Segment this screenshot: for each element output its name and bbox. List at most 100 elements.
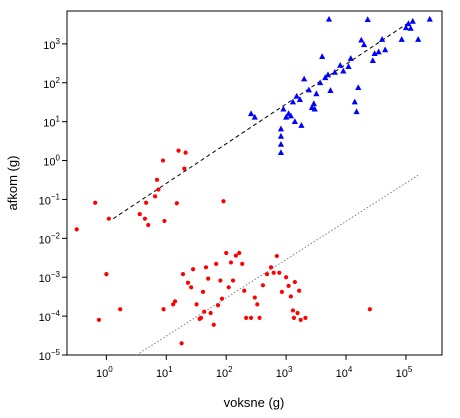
data-point-circle <box>172 299 178 304</box>
data-point-circle <box>297 288 302 293</box>
data-point-triangle <box>291 118 298 125</box>
data-point-circle <box>137 211 142 217</box>
data-point-circle <box>221 199 226 204</box>
data-point-triangle <box>310 100 317 107</box>
data-point-circle <box>214 261 219 266</box>
data-point-circle <box>230 278 236 283</box>
data-point-triangle <box>247 110 255 117</box>
data-point-triangle <box>277 125 285 132</box>
data-point-circle <box>303 315 308 320</box>
data-point-triangle <box>283 113 290 120</box>
data-point-triangle <box>289 98 297 105</box>
data-point-circle <box>174 201 179 206</box>
y-tick-exponent: −1 <box>51 192 61 201</box>
y-tick-exponent: −3 <box>51 270 61 279</box>
trendlines <box>112 20 419 356</box>
data-point-circle <box>183 150 188 155</box>
data-point-circle <box>143 200 149 205</box>
y-tick-label: 100 <box>43 154 60 169</box>
data-point-circle <box>277 270 282 275</box>
data-point-circle <box>288 294 293 299</box>
data-point-circle <box>182 166 187 171</box>
data-point-triangle <box>251 113 258 120</box>
data-point-circle <box>74 227 79 232</box>
data-point-circle <box>240 261 245 266</box>
data-point-triangle <box>369 57 376 64</box>
data-point-triangle <box>426 15 433 22</box>
data-point-triangle <box>327 87 334 93</box>
data-point-circle <box>146 222 151 228</box>
data-point-circle <box>154 177 160 182</box>
data-point-circle <box>233 253 238 258</box>
data-point-circle <box>200 289 206 294</box>
data-point-triangle <box>353 108 360 115</box>
y-tick-label: 10−2 <box>39 231 61 246</box>
y-tick-label: 101 <box>43 115 60 130</box>
data-point-circle <box>291 315 297 320</box>
data-point-triangle <box>351 98 358 105</box>
data-points <box>74 15 433 346</box>
data-point-triangle <box>378 36 386 42</box>
data-point-circle <box>290 308 296 313</box>
data-point-circle <box>202 309 207 314</box>
y-tick-label: 10−4 <box>39 309 61 324</box>
data-point-circle <box>271 270 276 275</box>
data-point-circle <box>298 317 303 322</box>
data-point-circle <box>152 194 158 199</box>
data-point-circle <box>248 315 254 320</box>
x-tick-exponent: 5 <box>408 365 413 374</box>
data-point-circle <box>208 310 213 316</box>
data-point-circle <box>156 187 161 192</box>
data-point-triangle <box>405 20 412 27</box>
data-point-circle <box>218 278 223 283</box>
data-point-triangle <box>298 122 305 128</box>
data-point-triangle <box>345 63 352 70</box>
y-tick-exponent: 1 <box>56 115 61 124</box>
data-point-triangle <box>319 53 326 60</box>
data-point-triangle <box>277 149 285 156</box>
data-point-circle <box>244 315 249 320</box>
y-tick-exponent: 3 <box>56 37 61 46</box>
data-point-triangle <box>337 61 344 68</box>
x-tick-label: 105 <box>396 365 413 380</box>
data-point-triangle <box>375 48 382 55</box>
data-point-circle <box>185 280 191 285</box>
data-point-triangle <box>277 132 285 139</box>
x-tick-label: 100 <box>96 365 113 380</box>
data-point-circle <box>211 322 216 327</box>
x-axis-label: voksne (g) <box>224 395 285 410</box>
data-point-triangle <box>313 90 320 97</box>
data-point-circle <box>252 295 257 300</box>
data-point-triangle <box>371 50 378 57</box>
data-point-triangle <box>407 24 414 31</box>
data-point-circle <box>179 341 184 346</box>
data-point-triangle <box>347 55 354 61</box>
data-point-circle <box>96 317 102 322</box>
fit-line-dotted <box>136 174 419 356</box>
x-tick-label: 103 <box>276 365 293 380</box>
data-point-circle <box>104 272 109 277</box>
data-point-circle <box>237 250 242 256</box>
x-axis-ticks: 100 101 102 103 104 105 <box>96 355 413 380</box>
data-point-circle <box>203 265 209 270</box>
data-point-circle <box>215 303 221 308</box>
data-point-circle <box>274 253 279 259</box>
data-point-circle <box>257 315 262 320</box>
y-tick-exponent: −5 <box>51 348 61 357</box>
x-tick-label: 104 <box>336 365 353 380</box>
data-point-circle <box>161 307 166 312</box>
data-point-circle <box>367 307 372 312</box>
data-point-circle <box>176 148 181 153</box>
data-point-circle <box>206 276 211 281</box>
data-point-triangle <box>305 86 312 93</box>
data-point-circle <box>189 285 194 290</box>
fit-line-dashed <box>112 20 411 220</box>
data-point-circle <box>162 218 167 224</box>
y-tick-exponent: 2 <box>56 76 61 85</box>
data-point-triangle <box>296 96 304 102</box>
y-axis-label: afkom (g) <box>5 156 20 211</box>
data-point-triangle <box>355 84 362 91</box>
data-point-triangle <box>340 67 347 74</box>
